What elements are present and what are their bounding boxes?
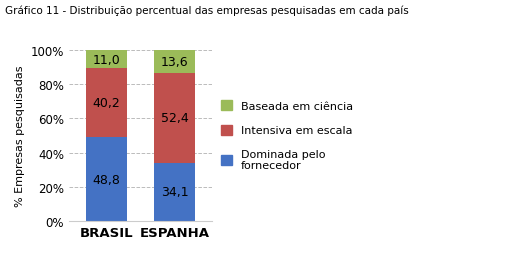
Text: 52,4: 52,4 [161, 112, 189, 125]
Text: 48,8: 48,8 [92, 173, 120, 186]
Y-axis label: % Empresas pesquisadas: % Empresas pesquisadas [15, 65, 25, 206]
Legend: Baseada em ciência, Intensiva em escala, Dominada pelo
fornecedor: Baseada em ciência, Intensiva em escala,… [221, 101, 353, 171]
Bar [154, 50, 195, 73]
Bar [154, 163, 195, 221]
Text: 13,6: 13,6 [161, 55, 189, 68]
Bar [86, 138, 127, 221]
Bar [86, 50, 127, 69]
Text: 34,1: 34,1 [161, 186, 189, 199]
Text: 11,0: 11,0 [93, 53, 120, 66]
Text: Gráfico 11 - Distribuição percentual das empresas pesquisadas em cada país: Gráfico 11 - Distribuição percentual das… [5, 5, 409, 15]
Text: 40,2: 40,2 [93, 97, 120, 110]
Bar [86, 69, 127, 138]
Bar [154, 73, 195, 163]
